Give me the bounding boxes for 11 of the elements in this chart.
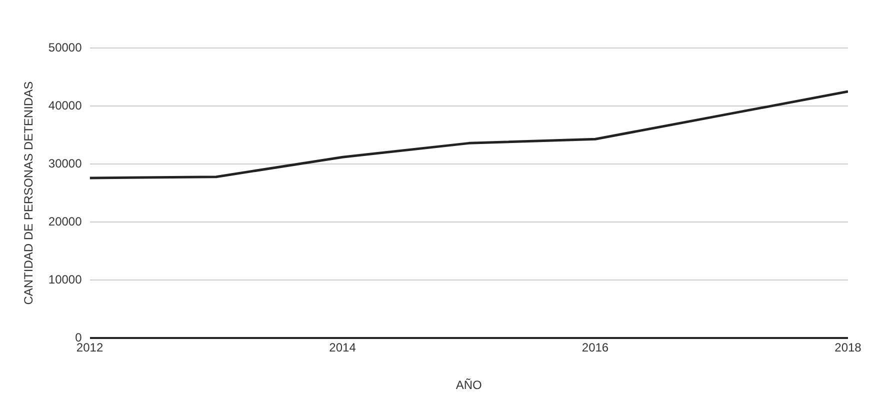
y-axis-title: CANTIDAD DE PERSONAS DETENIDAS [22,81,36,305]
y-tick-label: 30000 [48,156,82,170]
x-tick-label: 2018 [834,340,862,355]
y-tick-label: 40000 [48,98,82,112]
y-tick-label: 10000 [48,272,82,286]
y-tick-label: 50000 [48,40,82,54]
x-tick-label: 2016 [582,340,609,355]
x-tick-label: 2012 [76,340,104,355]
x-tick-label: 2014 [329,340,356,355]
y-tick-label: 20000 [48,214,82,228]
x-axis-title: AÑO [456,378,482,392]
